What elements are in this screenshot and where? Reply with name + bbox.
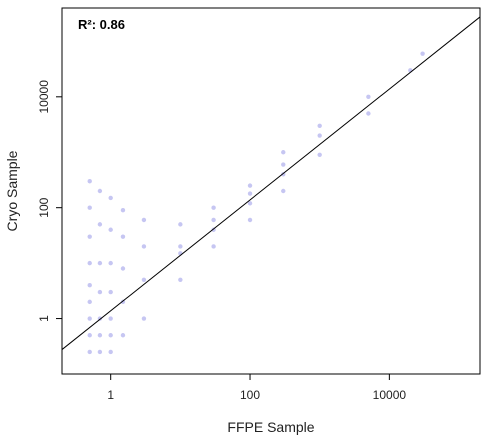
- data-point: [366, 94, 371, 100]
- data-point: [178, 277, 183, 283]
- data-point: [87, 282, 92, 288]
- x-axis-title: FFPE Sample: [227, 419, 314, 435]
- data-point: [87, 260, 92, 266]
- data-point: [120, 266, 126, 271]
- y-tick-label: 1: [37, 315, 51, 322]
- data-point: [87, 179, 92, 184]
- data-point: [108, 349, 113, 355]
- data-point: [247, 217, 253, 223]
- data-point: [247, 191, 253, 196]
- data-point: [281, 150, 286, 155]
- data-point: [281, 162, 286, 167]
- data-point: [108, 289, 113, 295]
- data-point: [87, 205, 92, 210]
- data-point: [120, 234, 126, 239]
- data-point: [178, 222, 183, 227]
- data-point: [87, 299, 92, 305]
- r-squared-annotation: R²: 0.86: [78, 17, 125, 32]
- y-tick-label: 100: [37, 197, 51, 217]
- data-point: [108, 195, 113, 201]
- y-axis-title: Cryo Sample: [4, 150, 20, 231]
- regression-line: [61, 16, 481, 350]
- data-point: [108, 333, 113, 338]
- data-point: [366, 111, 371, 116]
- data-point: [141, 316, 147, 321]
- data-point: [211, 217, 216, 223]
- data-point: [87, 316, 92, 321]
- data-point: [211, 244, 216, 249]
- data-point: [120, 333, 126, 338]
- data-point: [211, 205, 216, 210]
- data-point: [420, 51, 425, 56]
- data-point: [317, 133, 322, 138]
- data-point: [108, 227, 113, 232]
- data-point: [97, 260, 103, 266]
- data-point: [317, 123, 322, 128]
- data-point: [97, 289, 103, 295]
- data-point: [141, 244, 147, 249]
- data-point: [247, 183, 253, 188]
- y-axis-ticks: 1 100 10000: [37, 80, 62, 322]
- data-point: [87, 333, 92, 338]
- data-point: [108, 316, 113, 321]
- data-point: [97, 188, 103, 194]
- data-point: [247, 201, 253, 206]
- x-tick-label: 100: [240, 388, 260, 402]
- data-point: [87, 349, 92, 355]
- data-point: [87, 234, 92, 239]
- x-tick-label: 10000: [373, 388, 407, 402]
- data-point: [141, 277, 147, 283]
- x-axis-ticks: 1 100 10000: [107, 374, 406, 402]
- data-point: [97, 222, 103, 227]
- data-point: [178, 244, 183, 249]
- y-tick-label: 10000: [37, 80, 51, 114]
- data-point: [317, 152, 322, 157]
- data-point: [97, 349, 103, 355]
- plot-frame: [61, 7, 481, 375]
- data-point: [141, 217, 147, 223]
- data-point: [97, 333, 103, 338]
- data-point: [108, 260, 113, 266]
- data-point: [120, 208, 126, 213]
- data-point: [281, 188, 286, 194]
- points-layer: [87, 51, 425, 355]
- x-tick-label: 1: [107, 388, 114, 402]
